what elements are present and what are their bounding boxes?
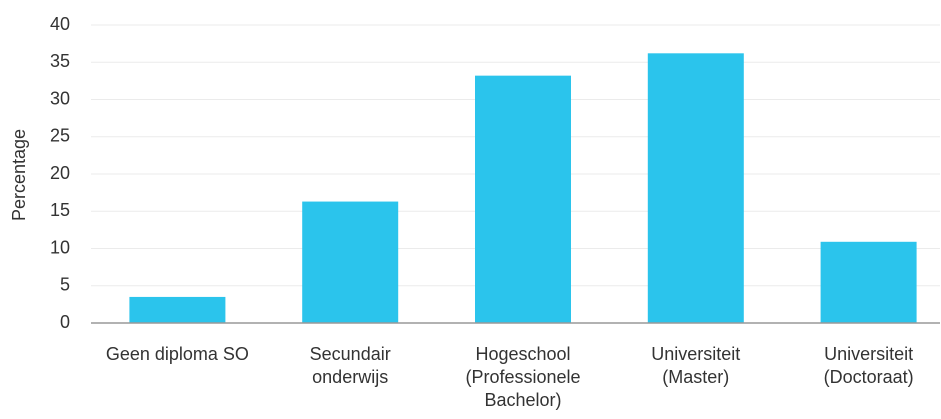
x-tick-label: Geen diploma SO <box>105 344 249 364</box>
y-tick-label: 5 <box>60 275 70 295</box>
bar <box>302 201 399 323</box>
y-tick-label: 35 <box>50 51 70 71</box>
bar <box>475 75 571 323</box>
bar <box>820 241 917 323</box>
y-tick-label: 20 <box>50 163 70 183</box>
bar <box>647 53 744 324</box>
y-tick-label: 40 <box>50 14 70 34</box>
y-tick-label: 30 <box>50 88 70 108</box>
x-tick-label: Universiteit (Doctoraat) <box>823 344 914 387</box>
x-tick-label: Hogeschool (Professionele Bachelor) <box>465 344 581 410</box>
y-tick-label: 25 <box>50 126 70 146</box>
x-tick-label: Secundair onderwijs <box>309 344 391 387</box>
y-tick-label: 10 <box>50 237 70 257</box>
y-tick-label: 0 <box>60 312 70 332</box>
y-tick-label: 15 <box>50 200 70 220</box>
bar <box>129 296 226 323</box>
x-tick-label: Universiteit (Master) <box>651 344 741 387</box>
y-axis-label: Percentage <box>9 129 29 221</box>
